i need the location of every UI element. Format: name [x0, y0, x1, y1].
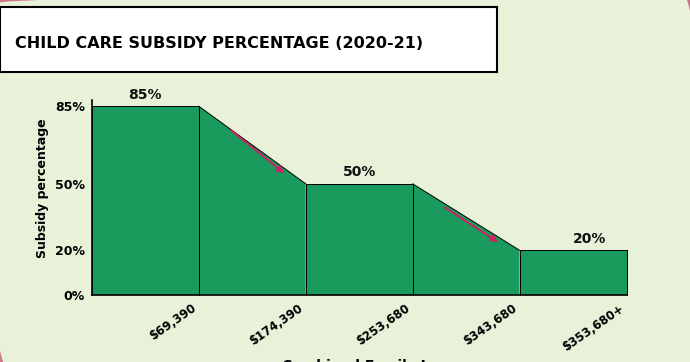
Text: 50%: 50%	[342, 165, 376, 180]
Text: 85%: 85%	[128, 88, 162, 102]
Polygon shape	[413, 184, 520, 295]
Polygon shape	[199, 106, 306, 295]
Polygon shape	[92, 106, 199, 295]
Y-axis label: Subsidy percentage: Subsidy percentage	[37, 118, 49, 258]
Polygon shape	[520, 250, 627, 295]
Polygon shape	[306, 184, 413, 295]
X-axis label: Combined Family Income: Combined Family Income	[282, 359, 477, 362]
Text: 20%: 20%	[573, 232, 606, 246]
Text: CHILD CARE SUBSIDY PERCENTAGE (2020-21): CHILD CARE SUBSIDY PERCENTAGE (2020-21)	[15, 35, 423, 51]
